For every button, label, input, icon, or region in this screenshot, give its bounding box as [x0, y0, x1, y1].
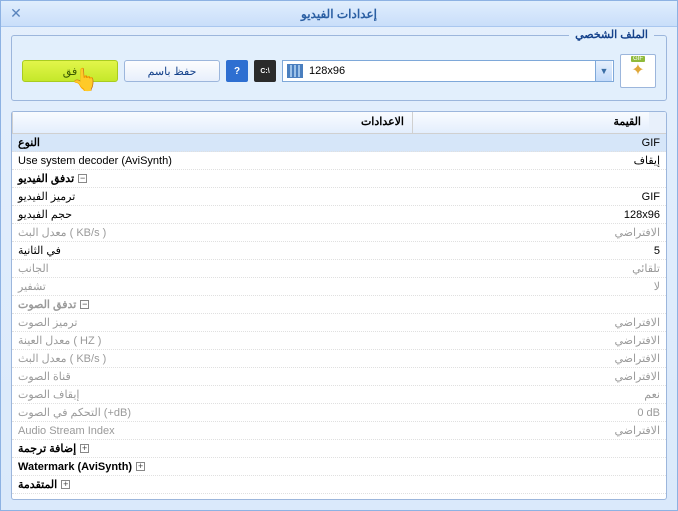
setting-value: 5: [412, 244, 666, 258]
profile-fieldset: الملف الشخصي GIF ✦ 128x96 ▼ C:\ ? حفظ با…: [11, 35, 667, 101]
group-row[interactable]: −تدفق الصوت: [12, 296, 666, 314]
setting-value: [412, 484, 666, 486]
setting-value: الافتراضي: [412, 369, 666, 384]
setting-row[interactable]: التحكم في الصوت (+dB) 0 dB: [12, 404, 666, 422]
setting-row[interactable]: الجانب تلقائي: [12, 260, 666, 278]
expand-icon[interactable]: +: [136, 462, 145, 471]
setting-row[interactable]: تشفير لا: [12, 278, 666, 296]
setting-label: حجم الفيديو: [18, 208, 72, 221]
setting-label: معدل العينة ( HZ ): [18, 334, 101, 347]
setting-value: إيقاف: [412, 153, 666, 168]
ok-button[interactable]: فق 👆: [22, 60, 118, 82]
header-scroll-spacer: [649, 112, 666, 133]
setting-value: لا: [412, 279, 666, 294]
group-label: تدفق الفيديو: [18, 172, 74, 185]
save-as-button[interactable]: حفظ باسم: [124, 60, 220, 82]
setting-value: تلقائي: [412, 261, 666, 276]
group-row[interactable]: + المتقدمة: [12, 476, 666, 494]
setting-label: ترميز الفيديو: [18, 190, 75, 203]
setting-value: الافتراضي: [412, 351, 666, 366]
group-label: Watermark (AviSynth): [18, 461, 132, 473]
window-title: إعدادات الفيديو: [301, 7, 377, 21]
setting-row[interactable]: Audio Stream Index الافتراضي: [12, 422, 666, 440]
expand-icon[interactable]: +: [61, 480, 70, 489]
save-as-label: حفظ باسم: [148, 65, 197, 78]
titlebar: ✕ إعدادات الفيديو: [1, 1, 677, 27]
grid-body[interactable]: النوع GIF Use system decoder (AviSynth) إيق…: [12, 134, 666, 499]
profile-legend: الملف الشخصي: [569, 28, 654, 41]
setting-label: معدل البث ( KB/s ): [18, 226, 106, 239]
resolution-value: 128x96: [309, 65, 589, 77]
ok-label: فق: [63, 65, 77, 78]
setting-label: Audio Stream Index: [18, 425, 384, 437]
setting-value: الافتراضي: [412, 225, 666, 240]
setting-row[interactable]: معدل البث ( KB/s ) الافتراضي: [12, 350, 666, 368]
setting-value: [412, 466, 666, 468]
chevron-down-icon[interactable]: ▼: [595, 61, 612, 81]
setting-label: تشفير: [18, 280, 46, 293]
setting-label: ترميز الصوت: [18, 316, 77, 329]
setting-value: GIF: [412, 190, 666, 204]
collapse-icon[interactable]: −: [80, 300, 89, 309]
setting-row[interactable]: قناة الصوت الافتراضي: [12, 368, 666, 386]
content-area: الملف الشخصي GIF ✦ 128x96 ▼ C:\ ? حفظ با…: [1, 27, 677, 510]
setting-row[interactable]: إيقاف الصوت نعم: [12, 386, 666, 404]
setting-row[interactable]: ترميز الصوت الافتراضي: [12, 314, 666, 332]
grid-header: الاعدادات القيمة: [12, 112, 666, 134]
group-row[interactable]: −تدفق الفيديو: [12, 170, 666, 188]
group-label: المتقدمة: [18, 478, 57, 491]
setting-label: معدل البث ( KB/s ): [18, 352, 106, 365]
setting-row[interactable]: حجم الفيديو 128x96: [12, 206, 666, 224]
setting-label: النوع: [18, 136, 40, 149]
setting-row[interactable]: ترميز الفيديو GIF: [12, 188, 666, 206]
video-settings-window: ✕ إعدادات الفيديو الملف الشخصي GIF ✦ 128…: [0, 0, 678, 511]
expand-icon[interactable]: +: [80, 444, 89, 453]
header-settings[interactable]: الاعدادات: [12, 112, 412, 133]
format-icon: GIF ✦: [620, 54, 656, 88]
setting-label: في الثانية: [18, 244, 61, 257]
setting-row[interactable]: معدل العينة ( HZ ) الافتراضي: [12, 332, 666, 350]
setting-label: الجانب: [18, 262, 49, 275]
setting-label: قناة الصوت: [18, 370, 71, 383]
format-star-icon: ✦: [631, 64, 644, 78]
header-value[interactable]: القيمة: [412, 112, 649, 133]
film-icon: [287, 64, 303, 78]
group-row[interactable]: + إضافة ترجمة: [12, 440, 666, 458]
help-button[interactable]: ?: [226, 60, 248, 82]
profile-row: GIF ✦ 128x96 ▼ C:\ ? حفظ باسم فق 👆: [22, 54, 656, 88]
collapse-icon[interactable]: −: [78, 174, 87, 183]
setting-value: نعم: [412, 387, 666, 402]
setting-row[interactable]: معدل البث ( KB/s ) الافتراضي: [12, 224, 666, 242]
setting-value: 128x96: [412, 208, 666, 222]
settings-grid: الاعدادات القيمة النوع GIF Use system deco…: [11, 111, 667, 500]
setting-value: [412, 304, 666, 306]
setting-value: الافتراضي: [412, 315, 666, 330]
setting-label: Use system decoder (AviSynth): [18, 155, 406, 167]
group-label: تدفق الصوت: [18, 298, 76, 311]
setting-row[interactable]: النوع GIF: [12, 134, 666, 152]
setting-row[interactable]: Use system decoder (AviSynth) إيقاف: [12, 152, 666, 170]
resolution-combo[interactable]: 128x96 ▼: [282, 60, 614, 82]
group-row[interactable]: + Watermark (AviSynth): [12, 458, 666, 476]
setting-label: التحكم في الصوت (+dB): [18, 406, 131, 419]
setting-value: [412, 448, 666, 450]
close-button[interactable]: ✕: [7, 5, 25, 21]
cmd-button[interactable]: C:\: [254, 60, 276, 82]
setting-value: GIF: [412, 136, 666, 150]
group-label: إضافة ترجمة: [18, 442, 76, 455]
setting-value: الافتراضي: [412, 333, 666, 348]
setting-value: الافتراضي: [412, 423, 666, 438]
setting-row[interactable]: في الثانية 5: [12, 242, 666, 260]
setting-value: [412, 178, 666, 180]
setting-label: إيقاف الصوت: [18, 388, 79, 401]
setting-value: 0 dB: [412, 406, 666, 420]
